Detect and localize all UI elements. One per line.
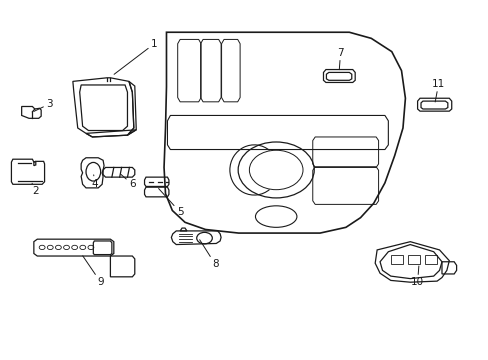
Text: 2: 2 (32, 183, 39, 197)
Text: 1: 1 (114, 39, 157, 74)
Text: 3: 3 (34, 99, 53, 111)
Text: 11: 11 (431, 79, 444, 102)
Text: 6: 6 (121, 174, 135, 189)
Text: 9: 9 (82, 256, 104, 287)
Text: 7: 7 (337, 48, 343, 69)
Text: 10: 10 (410, 266, 423, 287)
Text: 5: 5 (158, 189, 183, 217)
Text: 4: 4 (91, 175, 98, 189)
Text: 8: 8 (199, 240, 218, 269)
